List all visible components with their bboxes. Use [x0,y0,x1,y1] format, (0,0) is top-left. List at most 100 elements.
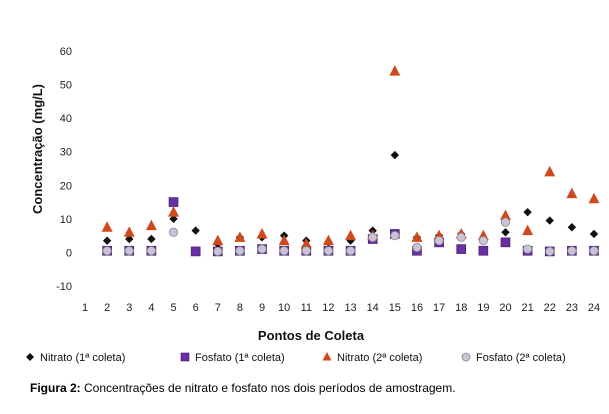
y-tick-label: 40 [60,113,72,125]
data-point [501,228,510,237]
data-point [102,236,112,245]
legend-item: Nitrato (2ª coleta) [322,352,422,364]
x-tick-label: 4 [148,302,154,314]
x-tick-label: 22 [544,302,556,314]
y-tick-label: 50 [60,80,72,92]
data-point [278,234,290,246]
legend-label: Nitrato (1ª coleta) [40,352,125,364]
data-point [257,244,267,254]
plot-area [101,65,600,257]
x-tick-label: 24 [588,302,600,314]
caption-text: Concentrações de nitrato e fosfato nos d… [80,381,456,395]
series-3 [101,65,600,249]
x-tick-label: 17 [433,302,445,314]
x-tick-label: 16 [411,302,423,314]
data-point [147,234,156,244]
x-tick-label: 19 [477,302,489,314]
data-point [588,192,600,204]
y-tick-label: 0 [66,247,72,259]
data-point [323,246,334,256]
data-point [190,246,201,257]
legend-label: Fosfato (1ª coleta) [195,352,285,364]
data-point [322,234,334,246]
x-tick-label: 6 [193,302,199,314]
data-point [125,234,134,244]
data-point [168,227,179,237]
legend-marker [461,352,471,362]
data-point [567,246,577,256]
x-tick-label: 21 [521,302,533,314]
data-point [168,206,180,217]
legend-item: Nitrato (1ª coleta) [26,352,125,364]
data-point [545,246,555,257]
x-tick-label: 13 [344,302,356,314]
legend-item: Fosfato (1ª coleta) [180,352,285,364]
data-point [522,224,534,236]
legend-marker [322,352,332,361]
data-point [213,246,223,257]
data-point [478,236,488,246]
x-tick-label: 1 [82,302,88,314]
data-point [102,246,112,256]
data-point [567,223,577,232]
series-4 [102,217,599,257]
x-tick-label: 20 [499,302,511,314]
data-point [123,226,135,237]
data-point [499,209,511,220]
data-point [279,246,289,256]
data-point [411,231,423,242]
data-point [478,245,489,256]
figure-caption: Figura 2: Concentrações de nitrato e fos… [30,381,456,395]
y-axis-ticks: -10 0 10 20 30 40 50 60 [56,46,72,293]
legend-label: Fosfato (2ª coleta) [476,352,566,364]
data-point [191,226,200,235]
x-tick-label: 11 [301,302,312,314]
x-tick-label: 3 [126,302,132,314]
data-point [544,165,556,177]
data-point [390,231,400,241]
data-point [545,216,554,225]
x-tick-label: 7 [215,302,221,314]
x-tick-label: 23 [566,302,578,314]
data-point [234,231,246,242]
y-tick-label: 30 [60,147,72,159]
data-point [169,214,178,224]
legend-item: Fosfato (2ª coleta) [461,352,566,364]
data-point [101,221,113,232]
data-point [146,246,156,256]
data-point [434,236,444,246]
data-point [412,242,422,252]
legend-label: Nitrato (2ª coleta) [337,352,422,364]
data-point [168,197,179,207]
data-point [368,232,378,242]
data-point [345,229,357,241]
x-tick-label: 9 [259,302,265,314]
data-point [456,232,466,242]
y-tick-label: 10 [60,214,72,226]
x-tick-label: 2 [104,302,110,314]
y-tick-label: 20 [60,180,72,192]
data-point [589,229,599,239]
data-point [300,238,312,249]
data-point [389,65,401,76]
x-tick-label: 5 [170,302,176,314]
data-point [523,244,533,254]
x-tick-label: 18 [455,302,467,314]
y-tick-label: -10 [56,281,72,293]
x-axis-ticks: 1 2 3 4 5 6 7 8 9 10 11 12 13 14 15 16 17 18 19 20 21 22 23 24 [82,302,600,314]
data-point [500,217,511,227]
x-tick-label: 12 [322,302,334,314]
legend-marker [180,352,190,362]
data-point [523,207,532,217]
data-point [235,246,245,256]
x-tick-label: 14 [367,302,379,314]
data-point [145,219,157,231]
x-tick-label: 15 [389,302,401,314]
legend: Nitrato (1ª coleta) Fosfato (1ª coleta) Ni… [26,352,566,364]
legend-marker [26,353,34,361]
y-axis-title: Concentração (mg/L) [30,84,45,214]
data-point [500,237,511,248]
data-point [124,246,134,256]
data-point [256,227,268,239]
